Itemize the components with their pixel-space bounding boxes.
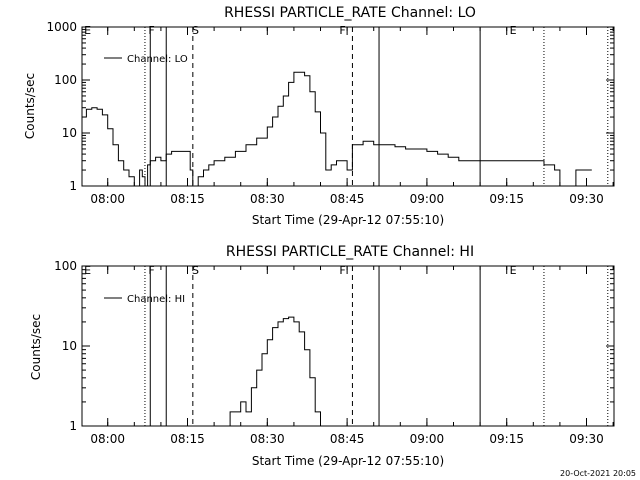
chart-title: RHESSI PARTICLE_RATE Channel: HI [226, 244, 474, 260]
y-ticks: 1 10 100 [54, 259, 614, 433]
x-tick-label: 09:00 [410, 432, 445, 446]
flag-label: E [510, 264, 517, 277]
x-ticks: 08:00 08:15 08:30 08:45 09:00 09:15 09:30 [90, 27, 614, 206]
x-tick-label: 08:45 [330, 432, 365, 446]
plot-frame [81, 26, 615, 187]
flag-label: F [148, 264, 154, 277]
flag-label: S [192, 24, 199, 37]
x-tick-label: 08:30 [250, 192, 285, 206]
x-tick-label: 08:45 [330, 192, 365, 206]
plot-frame [81, 265, 615, 427]
panel-hi: RHESSI PARTICLE_RATE Channel: HI Counts/… [29, 244, 615, 468]
x-tick-label: 09:30 [569, 192, 604, 206]
series-line [82, 71, 592, 187]
series-line [219, 316, 321, 427]
x-tick-label: 09:15 [489, 192, 524, 206]
y-tick-label: 10 [62, 126, 77, 140]
x-tick-label: 08:15 [170, 192, 205, 206]
flag-label: E [84, 264, 91, 277]
y-axis-label: Counts/sec [23, 73, 37, 139]
legend-label: Channel: LO [127, 54, 188, 65]
x-tick-label: 08:30 [250, 432, 285, 446]
y-tick-label: 1 [69, 179, 77, 193]
flag-label: E [510, 24, 517, 37]
flag-label: S [192, 264, 199, 277]
panel-lo: RHESSI PARTICLE_RATE Channel: LO Counts/… [23, 5, 615, 227]
x-tick-label: 09:00 [410, 192, 445, 206]
series-lines [82, 71, 592, 187]
timestamp: 20-Oct-2021 20:05 [560, 469, 636, 478]
x-tick-label: 09:15 [489, 432, 524, 446]
series-lines [219, 316, 321, 427]
x-tick-label: 08:15 [170, 432, 205, 446]
y-tick-label: 100 [54, 259, 77, 273]
flag-label: E [84, 24, 91, 37]
chart-title: RHESSI PARTICLE_RATE Channel: LO [224, 5, 476, 21]
x-axis-label: Start Time (29-Apr-12 07:55:10) [252, 454, 444, 468]
y-tick-label: 1000 [46, 20, 77, 34]
x-tick-label: 08:00 [90, 432, 125, 446]
y-tick-label: 100 [54, 73, 77, 87]
x-ticks: 08:00 08:15 08:30 08:45 09:00 09:15 09:30 [90, 266, 614, 446]
x-tick-label: 08:00 [90, 192, 125, 206]
vertical-markers [144, 266, 609, 426]
legend-label: Channel: HI [127, 294, 185, 305]
y-axis-label: Counts/sec [29, 314, 43, 380]
x-tick-label: 09:30 [569, 432, 604, 446]
y-ticks: 1 10 100 1000 [46, 20, 614, 193]
y-tick-label: 1 [69, 419, 77, 433]
flag-label: F [148, 24, 154, 37]
flag-label: F [339, 264, 345, 277]
y-tick-label: 10 [62, 339, 77, 353]
flag-label: F [339, 24, 345, 37]
x-axis-label: Start Time (29-Apr-12 07:55:10) [252, 213, 444, 227]
